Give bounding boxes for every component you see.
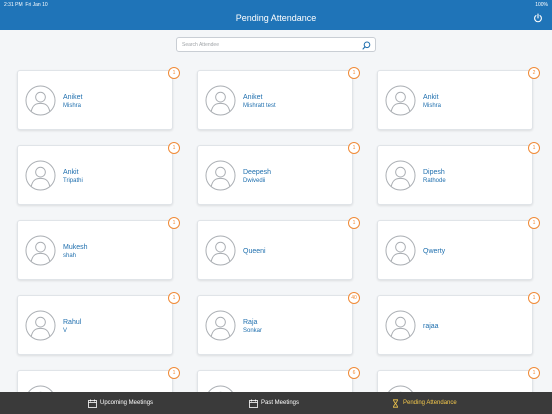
avatar-icon [25, 160, 56, 191]
attendee-card[interactable]: Ankit Tripathi 1 [17, 142, 180, 205]
attendee-card[interactable]: Qwerty 1 [377, 217, 540, 280]
avatar-icon [205, 235, 236, 266]
avatar-icon [385, 160, 416, 191]
avatar-icon [385, 85, 416, 116]
search-field[interactable] [176, 37, 376, 52]
search-icon[interactable] [362, 41, 371, 50]
attendee-name: Ankit Tripathi [63, 168, 83, 186]
avatar-icon [28, 385, 53, 392]
page-title: Pending Attendance [235, 13, 317, 23]
avatar-icon [205, 85, 236, 116]
attendee-first-name: Dipesh [423, 169, 445, 176]
hourglass-icon [393, 399, 398, 408]
attendee-last-name: V [63, 328, 68, 334]
attendee-name: Raja Sonkar [243, 318, 262, 336]
avatar-icon [25, 85, 56, 116]
attendee-first-name: Rahul [63, 319, 82, 326]
avatar-icon [385, 310, 416, 341]
pending-count-badge: 1 [528, 217, 540, 229]
avatar-icon [208, 385, 233, 392]
attendee-last-name: Rathode [423, 178, 446, 184]
calendar-icon [249, 399, 258, 408]
avatar-icon [25, 235, 56, 266]
attendee-name: Qwerty [423, 247, 445, 256]
avatar-icon [385, 235, 416, 266]
pending-count-badge: 1 [348, 217, 360, 229]
calendar-icon [88, 399, 97, 408]
attendee-first-name: Ankit [63, 169, 79, 176]
pending-count-badge: 1 [528, 292, 540, 304]
attendee-card[interactable]: Mukesh shah 1 [17, 217, 180, 280]
pending-count-badge: 1 [348, 67, 360, 79]
avatar-icon [25, 310, 56, 341]
attendee-last-name: Dwivedii [243, 178, 266, 184]
attendee-card[interactable]: Deepesh Dwivedii 1 [197, 142, 360, 205]
tab-label: Past Meetings [261, 400, 300, 406]
tab-bar: Upcoming Meetings Past Meetings Pending … [0, 392, 552, 414]
attendee-name: Aniket Mishratt test [243, 93, 276, 111]
attendee-last-name: Tripathi [63, 178, 83, 184]
attendee-first-name: rajaa [423, 323, 439, 330]
attendee-last-name: Mishratt test [243, 103, 276, 109]
attendee-card[interactable]: Rahul V 1 [17, 292, 180, 355]
attendee-first-name: Aniket [243, 94, 263, 101]
status-time: 2:31 PM Fri Jan 10 [4, 2, 48, 8]
search-input[interactable] [182, 41, 352, 49]
attendee-grid: Aniket Mishra 1 Aniket Mishratt test 1 Ankit Mi… [17, 67, 540, 392]
pending-count-badge: 2 [528, 67, 540, 79]
attendee-last-name: Mishra [63, 103, 82, 109]
power-icon[interactable] [533, 13, 543, 23]
battery-level: 100% [535, 2, 548, 8]
avatar-icon [388, 385, 413, 392]
attendee-card[interactable]: Ankit Mishra 2 [377, 67, 540, 130]
attendee-name: Queeni [243, 247, 266, 256]
pending-count-badge: 1 [168, 367, 180, 379]
attendee-name: Deepesh Dwivedii [243, 168, 271, 186]
pending-count-badge: 1 [168, 142, 180, 154]
navigation-bar: 2:31 PM Fri Jan 10 100% Pending Attendan… [0, 0, 552, 30]
avatar-icon [205, 160, 236, 191]
pending-count-badge: 40 [348, 292, 360, 304]
attendee-card[interactable]: 6 [197, 367, 360, 392]
pending-count-badge: 1 [348, 142, 360, 154]
attendee-first-name: Qwerty [423, 248, 446, 255]
pending-count-badge: 1 [528, 367, 540, 379]
attendee-card[interactable]: Queeni 1 [197, 217, 360, 280]
attendee-name: Dipesh Rathode [423, 168, 446, 186]
pending-count-badge: 1 [528, 142, 540, 154]
attendee-last-name: Sonkar [243, 328, 263, 334]
attendee-first-name: Queeni [243, 248, 266, 255]
attendee-card[interactable]: Raja Sonkar 40 [197, 292, 360, 355]
attendee-card[interactable]: Dipesh Rathode 1 [377, 142, 540, 205]
attendee-last-name: shah [63, 253, 77, 259]
attendee-card[interactable]: Aniket Mishratt test 1 [197, 67, 360, 130]
attendee-card[interactable]: Aniket Mishra 1 [17, 67, 180, 130]
attendee-card[interactable]: rajaa 1 [377, 292, 540, 355]
pending-count-badge: 6 [348, 367, 360, 379]
attendee-name: Aniket Mishra [63, 93, 82, 111]
tab-label: Pending Attendance [403, 400, 457, 406]
attendee-card[interactable]: 1 [17, 367, 180, 392]
attendee-first-name: Deepesh [243, 169, 272, 176]
pending-count-badge: 1 [168, 217, 180, 229]
attendee-name: rajaa [423, 322, 439, 331]
attendee-last-name: Mishra [423, 103, 442, 109]
avatar-icon [205, 310, 236, 341]
attendee-card[interactable]: 1 [377, 367, 540, 392]
attendee-first-name: Raja [243, 319, 258, 326]
attendee-first-name: Mukesh [63, 244, 88, 251]
pending-count-badge: 1 [168, 67, 180, 79]
pending-count-badge: 1 [168, 292, 180, 304]
attendee-name: Mukesh shah [63, 243, 88, 261]
attendee-name: Rahul V [63, 318, 81, 336]
tab-label: Upcoming Meetings [100, 400, 154, 406]
attendee-name: Ankit Mishra [423, 93, 441, 111]
attendee-first-name: Ankit [423, 94, 439, 101]
status-bar: 2:31 PM Fri Jan 10 100% [0, 2, 552, 10]
attendee-first-name: Aniket [63, 94, 83, 101]
